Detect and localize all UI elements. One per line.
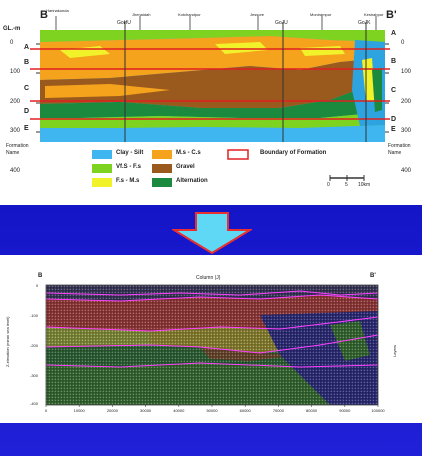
section-end-label: B'	[386, 9, 397, 21]
formation-label-right: B	[391, 58, 397, 65]
village-label: Keshabpur	[364, 12, 384, 17]
grid-ytick: -100	[30, 313, 39, 318]
section-start-label: B	[40, 9, 48, 21]
grid-xtick: 40000	[173, 408, 185, 413]
layer-boundary-line	[45, 334, 379, 354]
depth-tick-right: 200	[401, 99, 412, 105]
layer-boundary-line	[45, 316, 379, 332]
layer-medium-coarse-sand-lens	[45, 84, 170, 98]
depth-tick-left: 0	[10, 40, 14, 46]
grid-xtick: 90000	[339, 408, 351, 413]
legend-swatch-clay-silt	[92, 150, 112, 159]
grid-right-label: Layers	[392, 344, 397, 357]
grid-xtick: 50000	[206, 408, 218, 413]
formation-label-right: D	[391, 116, 397, 123]
formation-label-left: E	[24, 125, 29, 132]
depth-tick-right: 0	[401, 40, 405, 46]
legend-swatch-ms-cs	[152, 150, 172, 159]
grid-xtick: 0	[44, 408, 48, 413]
depth-tick-left: 200	[10, 99, 21, 105]
model-grid-panel: B B' Column (J) Z-elevation (mean sea le…	[0, 255, 422, 423]
formation-label-left: B	[24, 59, 30, 66]
formation-label-left: C	[24, 85, 30, 92]
grid-ytick: -400	[30, 401, 39, 406]
formation-label-right: A	[391, 30, 397, 37]
grid-xtick: 60000	[239, 408, 251, 413]
legend-swatch-fs-ms	[92, 178, 112, 187]
formation-label-left: D	[24, 108, 30, 115]
layer-boundary-line	[45, 294, 379, 302]
layer-fine-medium-sand-lens	[215, 42, 268, 54]
village-label: Kotchandpur	[178, 12, 201, 17]
depth-tick-left: 100	[10, 69, 21, 75]
down-arrow-icon	[172, 212, 252, 254]
depth-tick-right: 100	[401, 69, 412, 75]
layer-boundary-line	[45, 362, 379, 368]
well-label: GoJK	[358, 20, 371, 26]
depth-tick-right: 300	[401, 128, 412, 134]
layer-fine-sand-bottom	[40, 112, 385, 128]
village-label: Monirampur	[310, 12, 332, 17]
model-grid-figure	[45, 284, 379, 407]
well-label: GoJU	[275, 20, 288, 26]
legend-label: Vf.S - F.s	[116, 164, 142, 170]
depth-axis-label: GL.-m	[3, 26, 21, 32]
depth-tick-left: 300	[10, 128, 21, 134]
grid-xtick: 70000	[272, 408, 284, 413]
grid-title: Column (J)	[196, 275, 221, 281]
layer-alternation	[40, 80, 385, 118]
grid-cells	[46, 285, 378, 405]
legend-label: Clay - Silt	[116, 150, 144, 156]
well-label: GoHU	[117, 20, 131, 26]
grid-ylabel: Z-elevation (mean sea level)	[5, 316, 10, 367]
depth-tick-left: 400	[10, 168, 21, 174]
grid-xtick: 100000	[371, 408, 385, 413]
grid-ytick: -200	[30, 343, 39, 348]
formation-label-right: E	[391, 126, 396, 133]
depth-tick-right: 400	[401, 168, 412, 174]
formation-name-label-left: Formation Name	[6, 143, 29, 156]
grid-xtick: 30000	[140, 408, 152, 413]
grid-ytick: -300	[30, 373, 39, 378]
village-label: Harinakunda	[46, 8, 69, 13]
legend-label: Alternation	[176, 178, 208, 184]
legend-swatch-alternation	[152, 178, 172, 187]
scale-label: 10km	[358, 182, 371, 188]
scale-label: 0	[327, 182, 330, 188]
legend-swatch-vf-fs	[92, 164, 112, 173]
legend-label: F.s - M.s	[116, 178, 140, 184]
formation-label-left: A	[24, 44, 30, 51]
village-label: Jhenaidah	[132, 12, 151, 17]
layer-boundary-line	[45, 290, 379, 296]
village-label: Jessore	[250, 12, 265, 17]
formation-name-label-right: Formation Name	[388, 143, 411, 156]
layer-gravel	[40, 58, 385, 108]
legend-label: M.s - C.s	[176, 150, 201, 156]
grid-xtick: 80000	[306, 408, 318, 413]
cross-section-figure	[30, 16, 390, 187]
grid-xtick: 10000	[73, 408, 85, 413]
grid-ytick: 0	[36, 283, 39, 288]
formation-label-right: C	[391, 87, 397, 94]
legend-swatch-gravel	[152, 164, 172, 173]
cross-section-panel: B B' GL.-m Harinakunda Jhenaidah Kotchan…	[0, 0, 422, 205]
legend-label: Gravel	[176, 164, 195, 170]
grid-xtick: 20000	[106, 408, 118, 413]
scale-label: 5	[345, 182, 348, 188]
grid-start-label: B	[38, 273, 43, 279]
legend-label-boundary: Boundary of Formation	[260, 150, 327, 156]
legend-swatch-boundary	[227, 149, 249, 160]
layer-fine-sand-top	[40, 30, 385, 42]
grid-end-label: B'	[370, 273, 376, 279]
